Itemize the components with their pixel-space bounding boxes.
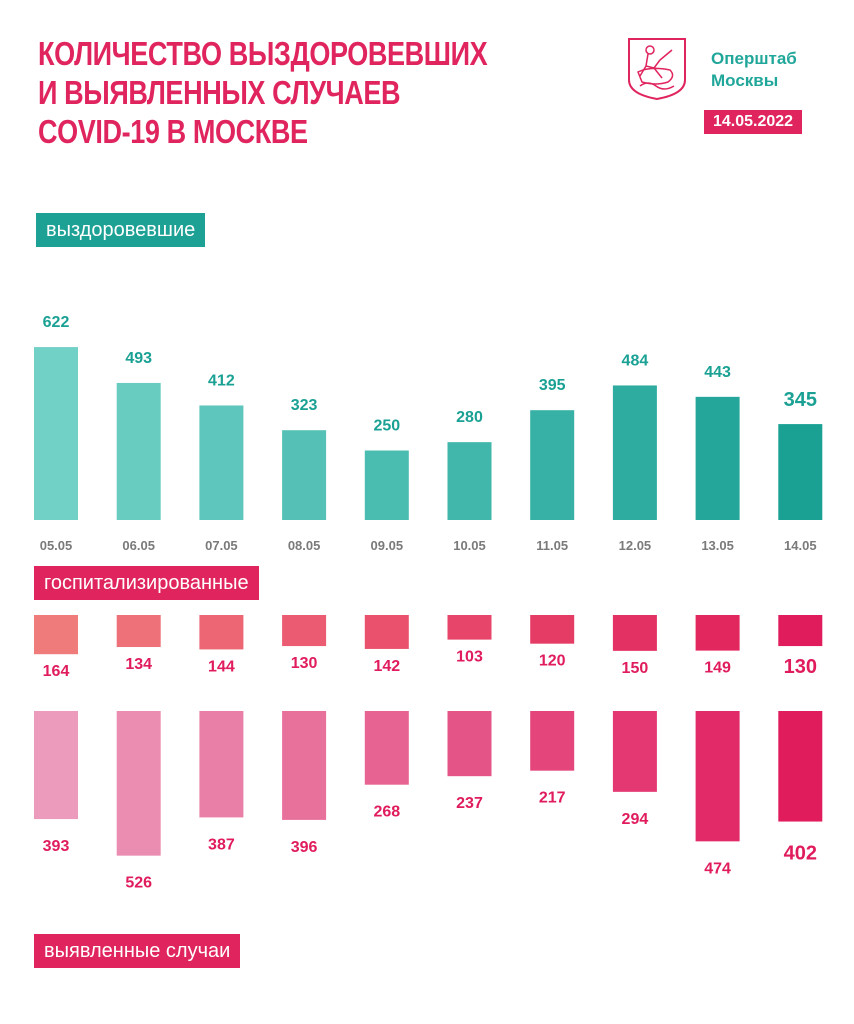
date-tick-label: 12.05 — [619, 538, 652, 553]
recovered-bar — [34, 347, 78, 520]
date-tick-label: 07.05 — [205, 538, 238, 553]
org-line: Москвы — [711, 71, 779, 90]
cases-bar — [530, 711, 575, 771]
recovered-value-label: 412 — [208, 372, 235, 389]
hospitalized-value-label: 103 — [456, 649, 483, 666]
org-name: Оперштаб Москвы — [711, 48, 797, 92]
cases-bar — [34, 711, 78, 820]
recovered-bar — [778, 424, 823, 520]
hospitalized-value-label: 120 — [539, 653, 566, 670]
cases-bar — [199, 711, 244, 818]
cases-value-label: 268 — [373, 804, 400, 821]
hospitalized-bar — [116, 615, 161, 648]
hospitalized-bar — [695, 615, 740, 651]
cases-bar — [695, 711, 740, 842]
date-tick-label: 14.05 — [784, 538, 817, 553]
title-line: КОЛИЧЕСТВО ВЫЗДОРОВЕВШИХ — [38, 35, 488, 72]
hospitalized-bar — [778, 615, 823, 647]
cases-bar — [282, 711, 327, 820]
hospitalized-value-label: 149 — [704, 660, 731, 677]
date-tick-label: 10.05 — [453, 538, 486, 553]
cases-bar — [116, 711, 161, 856]
hospitalized-value-label: 164 — [43, 663, 70, 680]
recovered-bar — [612, 385, 657, 520]
hospitalized-bar — [364, 615, 409, 649]
hospitalized-bar — [282, 615, 327, 647]
hospitalized-value-label: 130 — [784, 656, 817, 678]
org-line: Оперштаб — [711, 49, 797, 68]
cases-value-label: 402 — [784, 843, 817, 865]
hospitalized-bar — [34, 615, 78, 655]
cases-value-label: 474 — [704, 860, 731, 877]
recovered-bar — [282, 430, 327, 520]
hospitalized-bar — [199, 615, 244, 650]
recovered-bar — [364, 450, 409, 520]
recovered-bar — [199, 405, 244, 520]
recovered-label: выздоровевшие — [36, 213, 206, 247]
date-badge: 14.05.2022 — [704, 110, 803, 134]
date-tick-label: 05.05 — [40, 538, 73, 553]
cases-bar — [364, 711, 409, 785]
hospitalized-value-label: 144 — [208, 658, 235, 675]
cases-value-label: 217 — [539, 790, 566, 807]
date-tick-label: 08.05 — [288, 538, 321, 553]
recovered-value-label: 345 — [784, 389, 817, 411]
recovered-value-label: 323 — [291, 397, 318, 414]
cases-value-label: 526 — [125, 875, 152, 892]
title-line: И ВЫЯВЛЕННЫХ СЛУЧАЕВ — [38, 74, 401, 111]
hospitalized-value-label: 150 — [622, 660, 649, 677]
cases-value-label: 294 — [622, 811, 649, 828]
moscow-coat-of-arms-icon — [628, 38, 686, 101]
recovered-bar — [116, 382, 161, 520]
page-title: КОЛИЧЕСТВО ВЫЗДОРОВЕВШИХ И ВЫЯВЛЕННЫХ СЛ… — [38, 34, 488, 151]
recovered-value-label: 250 — [373, 418, 400, 435]
recovered-value-label: 280 — [456, 409, 483, 426]
recovered-value-label: 484 — [622, 352, 649, 369]
title-line: COVID-19 В МОСКВЕ — [38, 113, 308, 150]
cases-label: выявленные случаи — [34, 934, 241, 968]
hospitalized-label: госпитализированные — [34, 566, 259, 600]
cases-bar — [447, 711, 492, 777]
cases-bar — [778, 711, 823, 822]
date-tick-label: 09.05 — [371, 538, 404, 553]
date-tick-label: 11.05 — [536, 538, 568, 553]
hospitalized-bar — [530, 615, 575, 644]
hospitalized-value-label: 134 — [125, 656, 152, 673]
recovered-bar — [447, 442, 492, 520]
recovered-value-label: 395 — [539, 377, 566, 394]
hospitalized-value-label: 130 — [291, 655, 318, 672]
cases-value-label: 396 — [291, 839, 318, 856]
cases-value-label: 393 — [43, 838, 70, 855]
cases-value-label: 387 — [208, 836, 235, 853]
recovered-bar — [695, 396, 740, 520]
hospitalized-value-label: 142 — [373, 658, 400, 675]
date-tick-label: 13.05 — [701, 538, 734, 553]
recovered-bar — [530, 410, 575, 520]
hospitalized-bar — [447, 615, 492, 640]
recovered-value-label: 622 — [43, 314, 70, 331]
hospitalized-bar — [612, 615, 657, 651]
recovered-value-label: 443 — [704, 364, 731, 381]
cases-value-label: 237 — [456, 795, 483, 812]
cases-bar — [612, 711, 657, 792]
recovered-value-label: 493 — [125, 350, 152, 367]
date-tick-label: 06.05 — [122, 538, 155, 553]
